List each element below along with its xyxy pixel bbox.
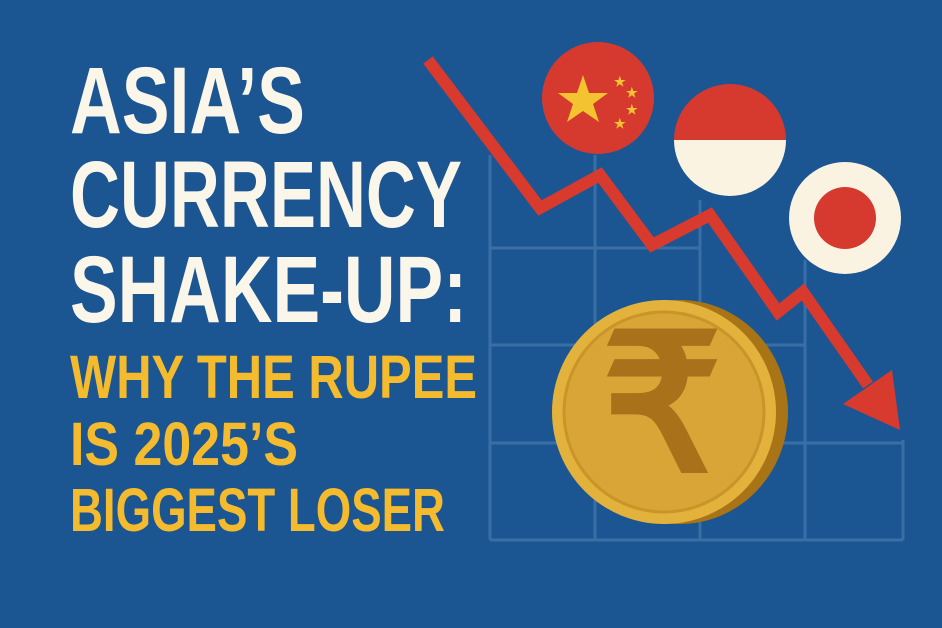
svg-text:★: ★ xyxy=(614,74,626,89)
svg-text:★: ★ xyxy=(626,85,638,100)
subtitle-line-3: BIGGEST LOSER xyxy=(70,476,445,544)
title-line-3: SHAKE-UP: xyxy=(70,237,467,343)
japan-flag-icon xyxy=(789,162,901,274)
china-flag-icon: ★★★★ xyxy=(542,42,654,154)
svg-text:★: ★ xyxy=(614,116,626,131)
subtitle-line-1: WHY THE RUPEE xyxy=(70,343,477,411)
indonesia-flag-icon xyxy=(674,84,786,196)
title-line-1: ASIA’S xyxy=(70,48,305,154)
subtitle-line-2: IS 2025’S xyxy=(70,410,298,478)
title-line-2: CURRENCY xyxy=(70,142,462,248)
rupee-symbol-icon: ₹ xyxy=(602,299,723,511)
downtrend-arrow xyxy=(423,56,900,430)
svg-text:★: ★ xyxy=(626,102,638,117)
headline: ASIA’S CURRENCY SHAKE-UP: WHY THE RUPEE … xyxy=(70,48,477,544)
rupee-coin: ₹ xyxy=(552,299,788,524)
